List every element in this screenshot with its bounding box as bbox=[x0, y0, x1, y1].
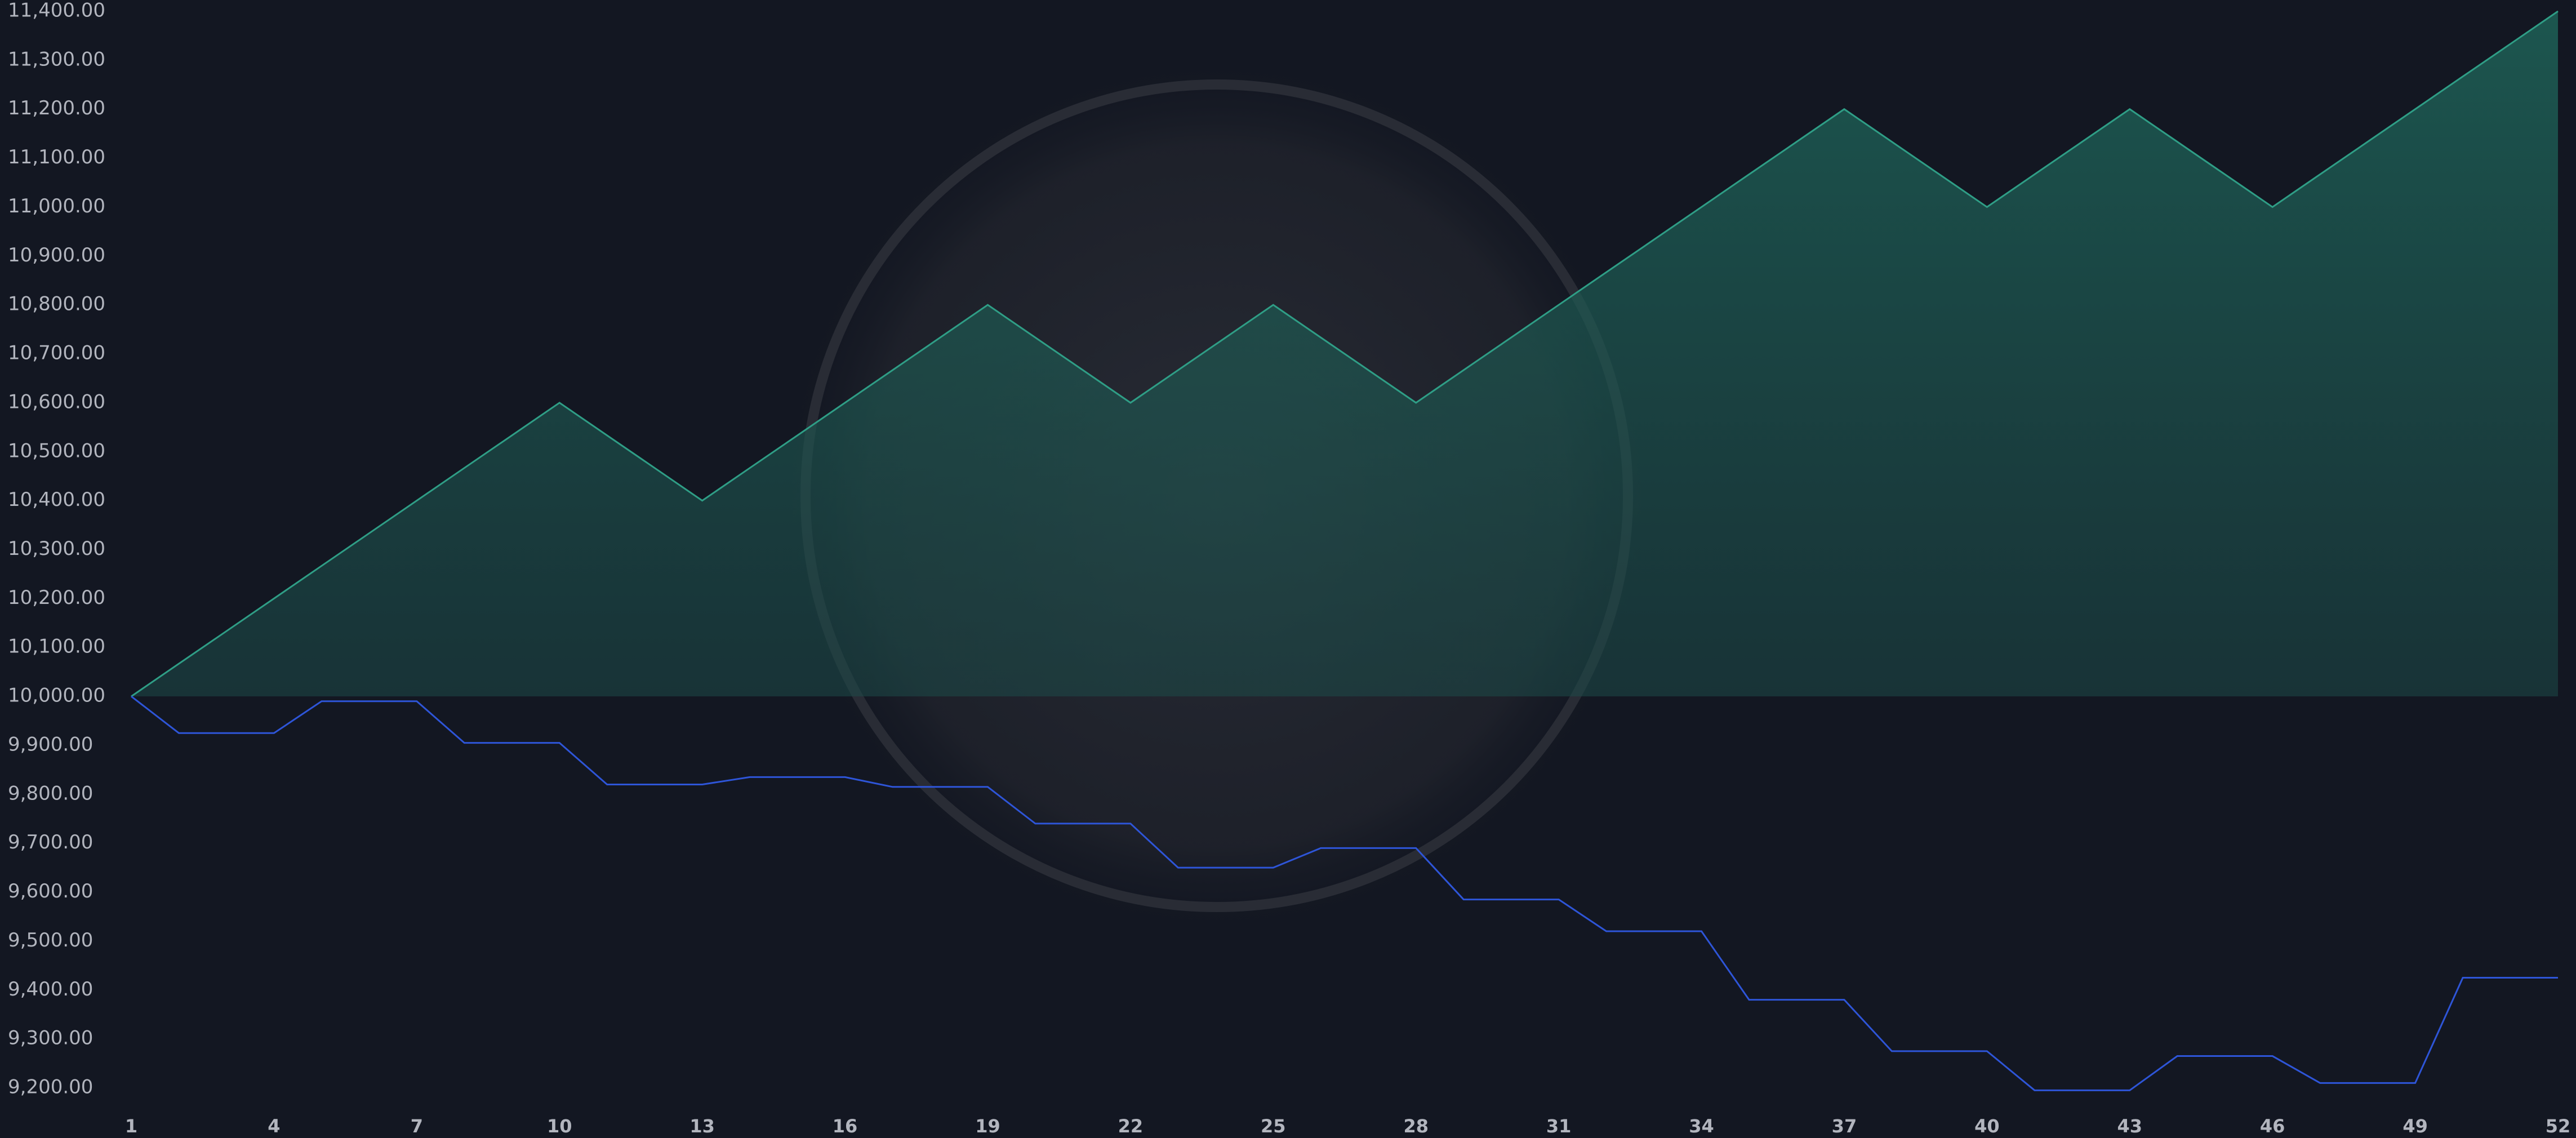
y-tick-label: 9,500.00 bbox=[8, 929, 93, 952]
y-tick-label: 11,000.00 bbox=[8, 195, 105, 217]
x-tick-label: 28 bbox=[1403, 1115, 1429, 1137]
y-tick-label: 9,700.00 bbox=[8, 831, 93, 853]
x-tick-label: 4 bbox=[268, 1115, 280, 1137]
y-tick-label: 9,400.00 bbox=[8, 978, 93, 1001]
y-tick-label: 10,900.00 bbox=[8, 244, 105, 266]
y-tick-label: 10,000.00 bbox=[8, 684, 105, 707]
x-tick-label: 52 bbox=[2546, 1115, 2571, 1137]
y-tick-label: 9,800.00 bbox=[8, 782, 93, 804]
x-tick-label: 7 bbox=[411, 1115, 423, 1137]
y-tick-label: 10,800.00 bbox=[8, 293, 105, 315]
y-tick-label: 11,100.00 bbox=[8, 146, 105, 168]
x-tick-label: 43 bbox=[2117, 1115, 2142, 1137]
x-tick-label: 1 bbox=[125, 1115, 137, 1137]
y-tick-label: 10,600.00 bbox=[8, 390, 105, 413]
y-tick-label: 10,500.00 bbox=[8, 439, 105, 462]
y-tick-label: 10,300.00 bbox=[8, 537, 105, 560]
x-tick-label: 16 bbox=[833, 1115, 858, 1137]
y-tick-label: 9,300.00 bbox=[8, 1027, 93, 1050]
x-tick-label: 22 bbox=[1118, 1115, 1144, 1137]
y-tick-label: 11,300.00 bbox=[8, 48, 105, 70]
x-tick-label: 37 bbox=[1832, 1115, 1857, 1137]
y-tick-label: 11,200.00 bbox=[8, 97, 105, 119]
y-tick-label: 10,100.00 bbox=[8, 635, 105, 658]
x-tick-label: 13 bbox=[689, 1115, 715, 1137]
x-tick-label: 46 bbox=[2260, 1115, 2285, 1137]
y-tick-label: 9,600.00 bbox=[8, 880, 93, 903]
x-tick-label: 25 bbox=[1261, 1115, 1286, 1137]
y-tick-label: 9,900.00 bbox=[8, 733, 93, 755]
x-tick-label: 49 bbox=[2403, 1115, 2428, 1137]
y-tick-label: 10,200.00 bbox=[8, 586, 105, 609]
y-tick-label: 9,200.00 bbox=[8, 1076, 93, 1099]
x-tick-label: 40 bbox=[1974, 1115, 2000, 1137]
line bbox=[131, 10, 2559, 697]
x-tick-label: 19 bbox=[975, 1115, 1000, 1137]
x-tick-label: 31 bbox=[1546, 1115, 1572, 1137]
y-tick-label: 10,400.00 bbox=[8, 488, 105, 511]
x-tick-label: 10 bbox=[547, 1115, 572, 1137]
y-tick-label: 10,700.00 bbox=[8, 342, 105, 364]
line bbox=[131, 695, 2558, 1091]
x-tick-label: 34 bbox=[1689, 1115, 1714, 1137]
y-tick-label: 11,400.00 bbox=[8, 0, 105, 22]
